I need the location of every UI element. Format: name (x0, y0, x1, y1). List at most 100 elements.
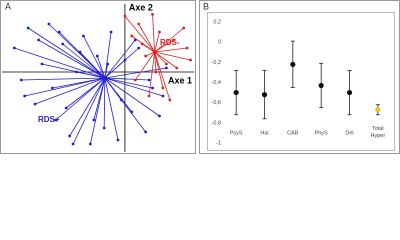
spoke (69, 77, 106, 137)
spoke (27, 27, 106, 79)
point (68, 134, 72, 138)
spoke (154, 39, 174, 53)
group-label: RDS- (160, 38, 180, 47)
point (151, 86, 154, 90)
spoke (24, 77, 105, 97)
spoke (154, 51, 157, 73)
point (164, 66, 168, 70)
point (106, 62, 110, 66)
point (147, 94, 151, 98)
spoke (154, 31, 160, 53)
point (64, 106, 68, 110)
point (33, 102, 37, 106)
x-tick-label: Hal (260, 130, 268, 136)
spoke (93, 77, 106, 121)
y-tick-label: -0,4 (212, 80, 221, 86)
spoke (134, 51, 155, 81)
point (102, 126, 106, 130)
point (137, 46, 141, 50)
point (40, 62, 44, 66)
y-tick-label: 0 (218, 40, 221, 46)
point (158, 114, 161, 118)
point (147, 78, 151, 82)
point (57, 30, 61, 34)
spoke (104, 39, 136, 79)
x-tick-label: CAB (287, 130, 299, 136)
spoke (154, 51, 167, 65)
point (95, 54, 99, 58)
spoke (104, 77, 160, 117)
y-tick-label: -0,6 (212, 100, 221, 106)
spoke (55, 77, 106, 121)
point (151, 13, 154, 16)
point (50, 86, 54, 90)
spoke (154, 27, 184, 53)
x-tick-label: PhyS (315, 130, 328, 136)
centroid (102, 76, 107, 80)
spoke (104, 77, 119, 141)
point (123, 14, 127, 18)
spoke (154, 51, 171, 101)
y-tick-label: -0,2 (212, 60, 221, 66)
page: {"chart_data": [ {"type": "scatter", "ti… (0, 0, 400, 154)
point (71, 142, 75, 146)
spoke (96, 55, 106, 79)
point (158, 30, 161, 34)
panel-a-frame (0, 0, 196, 154)
group-label: RDS+ (38, 115, 60, 124)
spoke (154, 47, 188, 53)
spoke (152, 14, 156, 53)
point (26, 26, 30, 30)
spoke (148, 51, 156, 97)
spoke (76, 71, 105, 79)
spoke (124, 15, 155, 53)
spoke (154, 51, 191, 61)
point (130, 34, 134, 38)
point (23, 94, 27, 98)
spoke (21, 77, 105, 81)
point (137, 22, 141, 26)
spoke (83, 35, 106, 79)
point (182, 26, 186, 30)
x-tick-label: Del (345, 130, 353, 136)
point (47, 22, 51, 26)
point (290, 61, 296, 67)
point (318, 82, 324, 89)
point (88, 142, 92, 146)
point (161, 86, 165, 90)
point (61, 42, 65, 46)
point (261, 92, 268, 98)
spoke (104, 77, 150, 81)
point (116, 138, 120, 142)
x-tick-label: PsyS (230, 130, 243, 136)
panel-label: A (5, 1, 11, 11)
y-tick-label: -1 (216, 140, 221, 146)
point (171, 38, 175, 42)
point (140, 42, 144, 46)
point (175, 66, 179, 70)
spoke (104, 77, 153, 89)
figure: A Axe 1 Axe 2 RDS+ RDS- B 0,2 0 -0,2 -0,4 -0,6 -0,8… (0, 0, 400, 154)
spoke (38, 39, 106, 79)
point (109, 30, 113, 34)
point (346, 89, 353, 96)
y-tick-label: -0,8 (212, 120, 221, 126)
spoke (104, 77, 164, 97)
point (185, 46, 189, 50)
point (54, 118, 58, 122)
spoke (104, 63, 109, 79)
spoke (141, 43, 155, 53)
point (164, 62, 168, 66)
x-tick-label: Total Hyper (370, 126, 385, 139)
point (19, 78, 23, 82)
spoke (58, 31, 106, 79)
point (82, 34, 85, 38)
point (168, 98, 172, 102)
spoke (34, 77, 106, 105)
point (189, 58, 192, 62)
spoke (52, 77, 105, 89)
point (161, 94, 165, 98)
point (92, 118, 96, 122)
x-axis-label: Axe 1 (168, 75, 192, 85)
y-tick-label: 0,2 (213, 19, 221, 25)
